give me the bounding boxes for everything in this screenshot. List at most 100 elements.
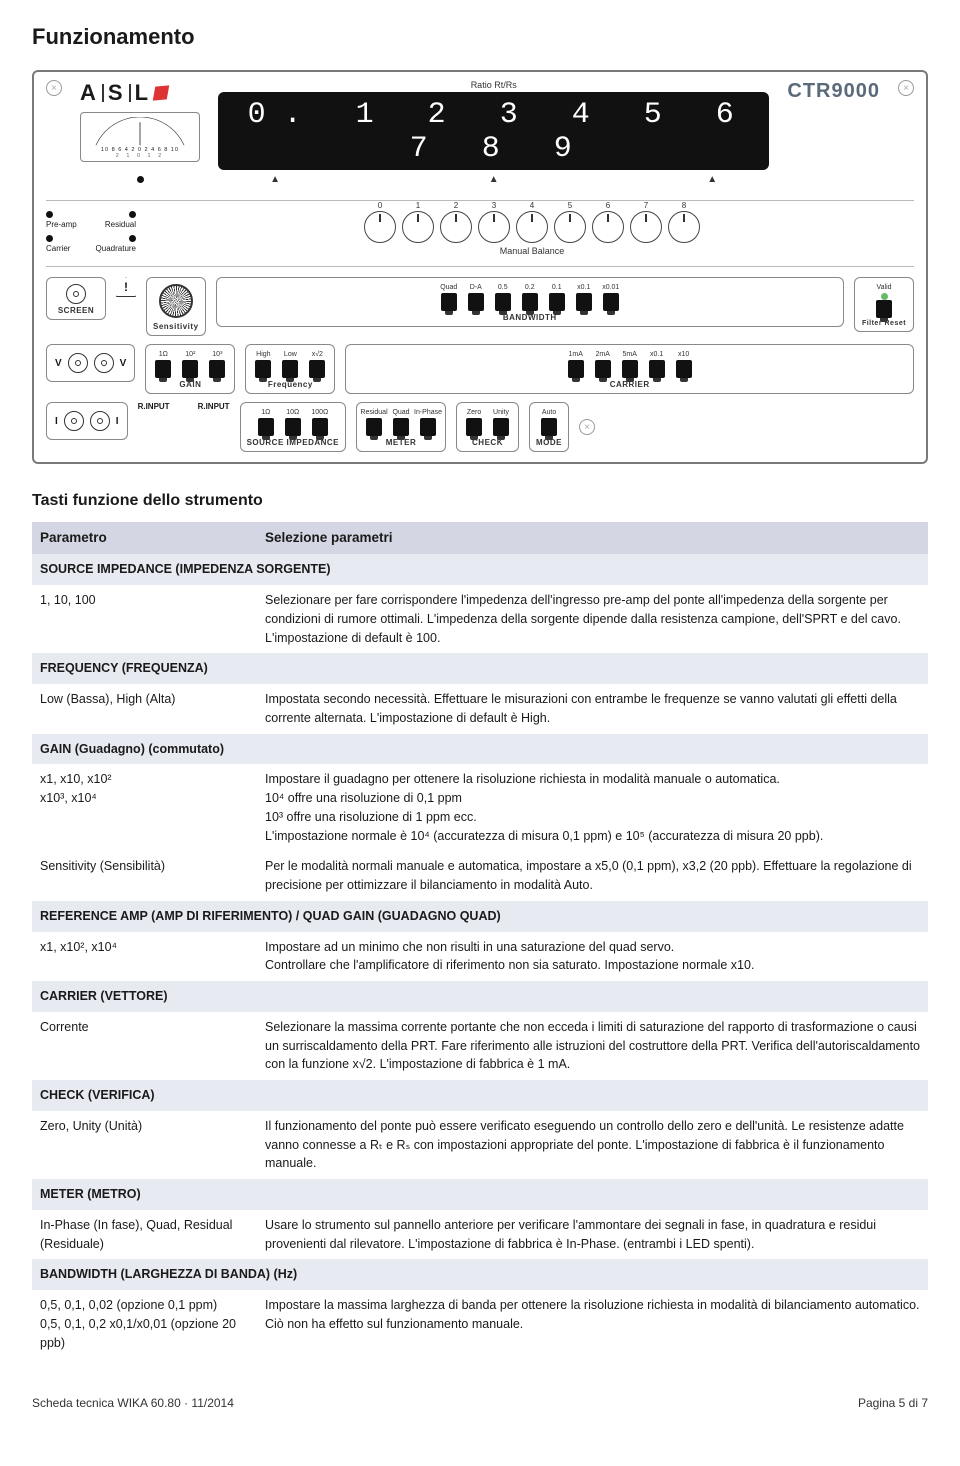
toggle-switch[interactable]: D-A [465, 284, 487, 311]
i-jack[interactable] [90, 411, 110, 431]
toggle-switch[interactable]: Quad [390, 409, 412, 436]
footer-left: Scheda tecnica WIKA 60.80 · 11/2014 [32, 1396, 234, 1410]
header-selezione: Selezione parametri [257, 522, 928, 554]
triangle-markers: ▲▲▲ [218, 174, 769, 185]
balance-knob[interactable]: 2 [440, 211, 472, 243]
toggle-switch[interactable]: 0.2 [519, 284, 541, 311]
param-name: In-Phase (In fase), Quad, Residual (Resi… [32, 1210, 257, 1260]
param-name: x1, x10, x10² x10³, x10⁴ [32, 764, 257, 851]
param-description: Impostare il guadagno per ottenere la ri… [257, 764, 928, 851]
toggle-switch[interactable]: x0.01 [600, 284, 622, 311]
param-name: 1, 10, 100 [32, 585, 257, 653]
group-check: ZeroUnity CHECK [456, 402, 519, 452]
group-screen: SCREEN [46, 277, 106, 320]
param-description: Per le modalità normali manuale e automa… [257, 851, 928, 901]
page-title: Funzionamento [32, 24, 928, 50]
balance-knob[interactable]: 5 [554, 211, 586, 243]
param-name: Sensitivity (Sensibilità) [32, 851, 257, 901]
toggle-switch[interactable]: Low [279, 351, 301, 378]
param-name: x1, x10², x10⁴ [32, 932, 257, 982]
toggle-switch[interactable]: x√2 [306, 351, 328, 378]
toggle-switch[interactable]: x0.1 [646, 351, 668, 378]
balance-knob[interactable]: 3 [478, 211, 510, 243]
toggle-switch[interactable]: Unity [490, 409, 512, 436]
toggle-switch[interactable]: Auto [538, 409, 560, 436]
screw-icon [46, 80, 62, 96]
warning-icon: ! [116, 277, 136, 297]
param-name: Corrente [32, 1012, 257, 1080]
digit-display: 0. 1 2 3 4 5 6 7 8 9 [218, 92, 769, 170]
balance-knob[interactable]: 8 [668, 211, 700, 243]
toggle-switch[interactable]: 0.1 [546, 284, 568, 311]
toggle-switch[interactable]: x0.1 [573, 284, 595, 311]
screen-jack[interactable] [66, 284, 86, 304]
toggle-switch[interactable]: x10 [673, 351, 695, 378]
toggle-switch[interactable]: 10³ [206, 351, 228, 378]
toggle-switch[interactable]: Zero [463, 409, 485, 436]
group-sensitivity: Sensitivity [146, 277, 206, 336]
parameter-table: Parametro Selezione parametri SOURCE IMP… [32, 522, 928, 1358]
v-jack[interactable] [94, 353, 114, 373]
toggle-switch[interactable]: 1mA [565, 351, 587, 378]
balance-knob[interactable]: 7 [630, 211, 662, 243]
balance-knob[interactable]: 6 [592, 211, 624, 243]
header-parametro: Parametro [32, 522, 257, 554]
toggle-switch[interactable]: 1Ω [152, 351, 174, 378]
toggle-switch[interactable]: 100Ω [309, 409, 331, 436]
brand-logo: ASL [80, 80, 200, 106]
param-description: Usare lo strumento sul pannello anterior… [257, 1210, 928, 1260]
toggle-switch[interactable]: Quad [438, 284, 460, 311]
param-description: Il funzionamento del ponte può essere ve… [257, 1111, 928, 1179]
group-v-input: V V [46, 344, 135, 382]
section-title: METER (METRO) [32, 1179, 928, 1210]
param-description: Impostata secondo necessità. Effettuare … [257, 684, 928, 734]
section-title: BANDWIDTH (LARGHEZZA DI BANDA) (Hz) [32, 1259, 928, 1290]
brand-flag-icon [153, 85, 169, 100]
section-title: REFERENCE AMP (AMP DI RIFERIMENTO) / QUA… [32, 901, 928, 932]
section-title: SOURCE IMPEDANCE (IMPEDENZA SORGENTE) [32, 554, 928, 585]
v-jack[interactable] [68, 353, 88, 373]
group-meter: ResidualQuadIn-Phase METER [356, 402, 446, 452]
group-mode: Auto MODE [529, 402, 569, 452]
group-frequency: HighLowx√2 Frequency [245, 344, 335, 394]
subtitle: Tasti funzione dello strumento [32, 492, 928, 510]
section-title: FREQUENCY (FREQUENZA) [32, 653, 928, 684]
ratio-label: Ratio Rt/Rs [218, 80, 769, 90]
balance-indicators: Pre-ampResidual CarrierQuadrature [46, 211, 136, 253]
param-name: Zero, Unity (Unità) [32, 1111, 257, 1179]
toggle-switch[interactable]: 0.5 [492, 284, 514, 311]
toggle-switch[interactable]: 10² [179, 351, 201, 378]
balance-knob[interactable]: 4 [516, 211, 548, 243]
group-gain: 1Ω10²10³ GAIN [145, 344, 235, 394]
page-footer: Scheda tecnica WIKA 60.80 · 11/2014 Pagi… [32, 1396, 928, 1410]
group-bandwidth: QuadD-A0.50.20.1x0.1x0.01 BANDWIDTH [216, 277, 844, 327]
group-carrier: 1mA2mA5mAx0.1x10 CARRIER [345, 344, 914, 394]
param-description: Impostare la massima larghezza di banda … [257, 1290, 928, 1358]
toggle-switch[interactable]: 1Ω [255, 409, 277, 436]
toggle-switch[interactable]: 2mA [592, 351, 614, 378]
section-title: GAIN (Guadagno) (commutato) [32, 734, 928, 765]
i-jack[interactable] [64, 411, 84, 431]
param-description: Selezionare la massima corrente portante… [257, 1012, 928, 1080]
instrument-panel: ASL 10 8 6 4 2 0 2 4 6 8 10 2 1 0 1 2 R [32, 70, 928, 464]
screw-icon [579, 419, 595, 435]
param-description: Impostare ad un minimo che non risulti i… [257, 932, 928, 982]
screw-icon [898, 80, 914, 96]
footer-right: Pagina 5 di 7 [858, 1396, 928, 1410]
sensitivity-dial[interactable] [159, 284, 193, 318]
group-source-impedance: 1Ω10Ω100Ω SOURCE IMPEDANCE [240, 402, 346, 452]
toggle-switch[interactable]: Residual [363, 409, 385, 436]
param-name: 0,5, 0,1, 0,02 (opzione 0,1 ppm) 0,5, 0,… [32, 1290, 257, 1358]
manual-balance-knobs[interactable]: 012345678 [150, 211, 914, 243]
filter-reset-switch[interactable] [876, 300, 892, 318]
toggle-switch[interactable]: In-Phase [417, 409, 439, 436]
toggle-switch[interactable]: High [252, 351, 274, 378]
manual-balance-label: Manual Balance [150, 246, 914, 256]
meter-subscale: 2 1 0 1 2 [87, 153, 193, 159]
toggle-switch[interactable]: 10Ω [282, 409, 304, 436]
group-i-input: I I [46, 402, 128, 440]
balance-knob[interactable]: 1 [402, 211, 434, 243]
group-valid: Valid Filter Reset [854, 277, 914, 332]
toggle-switch[interactable]: 5mA [619, 351, 641, 378]
balance-knob[interactable]: 0 [364, 211, 396, 243]
